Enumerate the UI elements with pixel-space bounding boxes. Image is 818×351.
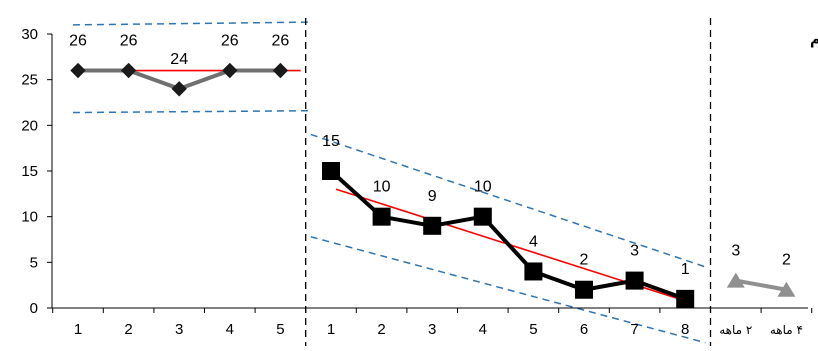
band-line	[72, 109, 311, 114]
data-point	[676, 289, 695, 308]
data-point	[726, 272, 745, 288]
y-tick-label: 30	[21, 26, 38, 43]
data-labels: 26 26 24 26 26 15 10 9 10 4 2 3 1 3 2	[69, 33, 791, 278]
x-tick-label: 4	[479, 321, 487, 338]
x-tick-label: ۲ ماهه	[719, 323, 752, 337]
data-label: 26	[69, 33, 87, 50]
y-tick-label: 25	[21, 72, 38, 89]
x-tick-label: 2	[124, 321, 132, 338]
data-point	[524, 262, 543, 281]
phase-dividers	[305, 18, 712, 346]
data-point	[575, 280, 593, 299]
data-point	[322, 162, 340, 180]
x-tick-label: 1	[327, 321, 335, 338]
data-label: 24	[170, 51, 188, 68]
data-label: 26	[221, 33, 239, 50]
y-tick-label: 15	[21, 163, 38, 180]
data-point	[473, 207, 492, 226]
data-label: 10	[474, 179, 492, 196]
data-point	[171, 81, 187, 97]
y-tick-label: 5	[30, 254, 38, 271]
x-tick-label: 4	[226, 321, 234, 338]
data-label: 3	[731, 243, 740, 260]
data-label: 9	[428, 188, 437, 205]
data-label: 4	[529, 233, 538, 250]
data-label: 1	[681, 261, 690, 278]
x-tick-label: ۴ ماهه	[770, 323, 803, 337]
data-point	[272, 62, 289, 79]
data-point	[777, 281, 796, 297]
data-point	[222, 62, 238, 79]
data-label: 10	[373, 179, 391, 196]
data-label: 26	[120, 33, 138, 50]
y-ticks: 0 5 10 15 20 25 30	[21, 26, 52, 317]
series-line	[735, 278, 787, 292]
series	[70, 62, 796, 308]
band-line	[72, 21, 311, 26]
chart-title: مراجع دوم	[810, 32, 818, 48]
data-label: 26	[272, 33, 290, 50]
x-tick-label: 5	[529, 321, 537, 338]
data-label: 3	[630, 243, 639, 260]
data-label: 2	[782, 252, 791, 269]
data-point	[372, 207, 391, 226]
data-label: 2	[580, 252, 589, 269]
x-tick-label: 7	[630, 321, 638, 338]
data-point	[70, 62, 86, 79]
band-lines	[72, 21, 706, 344]
x-tick-label: 1	[74, 321, 82, 338]
x-ticks: 1 2 3 4 5 1 2 3 4 5 6 7 8 ۲ ماهه ۴ ماهه	[52, 308, 813, 338]
y-tick-label: 20	[21, 117, 38, 134]
x-tick-label: 8	[681, 321, 689, 338]
x-tick-label: 3	[175, 321, 183, 338]
x-tick-label: 6	[580, 321, 588, 338]
x-tick-label: 5	[276, 321, 284, 338]
data-label: 15	[322, 133, 340, 150]
y-tick-label: 0	[30, 300, 38, 317]
band-line	[310, 133, 706, 268]
band-line	[310, 236, 706, 344]
data-point	[120, 62, 137, 79]
y-tick-label: 10	[21, 209, 38, 226]
data-point	[423, 216, 442, 235]
x-tick-label: 3	[428, 321, 436, 338]
axes	[51, 34, 808, 309]
data-point	[625, 271, 644, 290]
x-tick-label: 2	[377, 321, 385, 338]
